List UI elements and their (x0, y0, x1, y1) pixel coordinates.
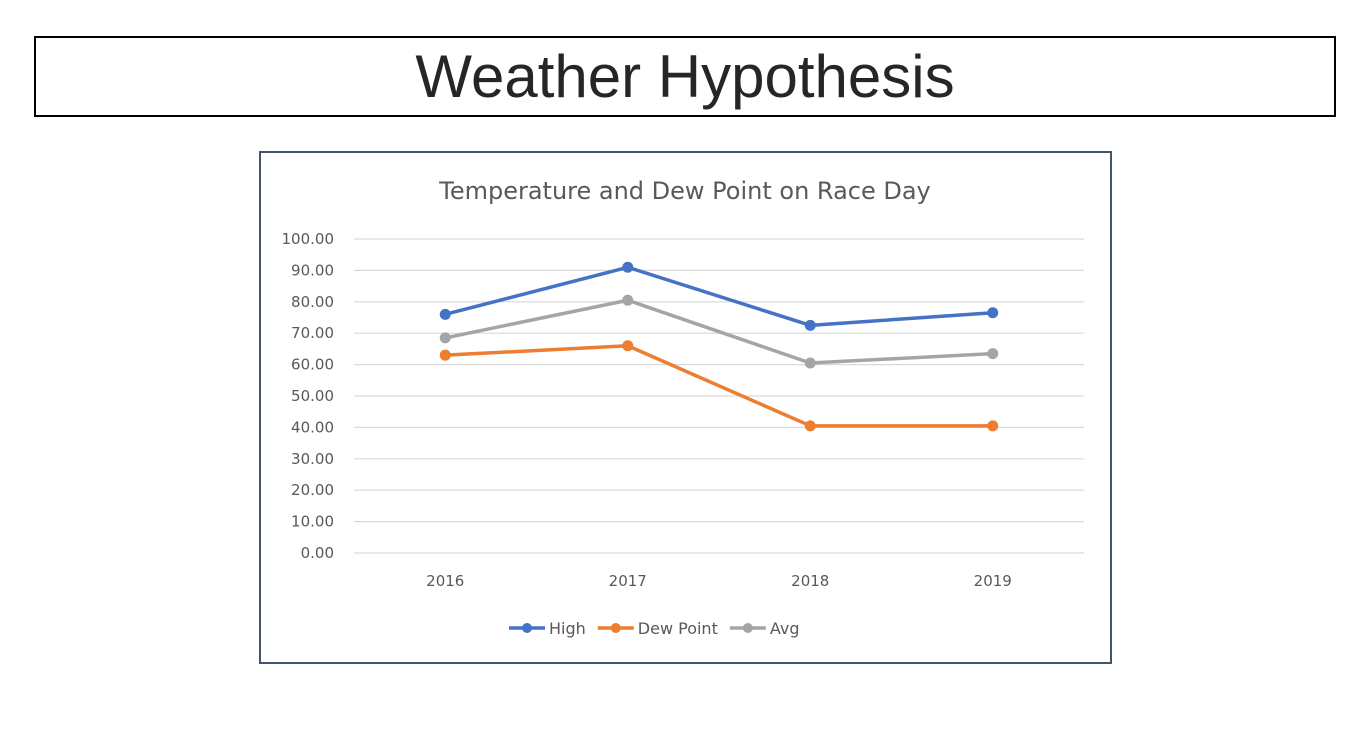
y-tick-label: 90.00 (291, 261, 334, 279)
y-tick-label: 0.00 (301, 544, 334, 562)
data-point (804, 319, 816, 331)
data-point (439, 349, 451, 361)
data-point (987, 420, 999, 432)
series-line-2 (443, 298, 995, 365)
series-line-1 (443, 344, 995, 428)
chart-title: Temperature and Dew Point on Race Day (438, 177, 931, 205)
gridlines (354, 238, 1084, 554)
y-tick-label: 50.00 (291, 387, 334, 405)
y-axis-ticks: 0.00 10.00 20.00 30.00 40.00 50.00 60.00 70.00 8… (282, 230, 335, 562)
y-tick-label: 10.00 (291, 513, 334, 531)
data-point (622, 261, 634, 273)
data-point (804, 420, 816, 432)
legend: High Dew Point Avg (509, 619, 799, 638)
data-point (622, 294, 634, 306)
x-tick-label: 2017 (609, 572, 647, 590)
series-line-0 (443, 265, 995, 328)
chart-canvas: Temperature and Dew Point on Race Day 0.… (282, 177, 1084, 638)
y-tick-label: 80.00 (291, 293, 334, 311)
slide-title: Weather Hypothesis (415, 42, 955, 110)
legend-label: Avg (770, 619, 800, 638)
y-tick-label: 100.00 (282, 230, 335, 248)
data-point (804, 357, 816, 369)
y-tick-label: 70.00 (291, 324, 334, 342)
data-point (439, 332, 451, 344)
x-tick-label: 2018 (791, 572, 829, 590)
y-tick-label: 40.00 (291, 418, 334, 436)
line-chart: Temperature and Dew Point on Race Day 0.… (259, 151, 1112, 664)
data-point (987, 348, 999, 360)
legend-label: Dew Point (638, 619, 718, 638)
legend-swatch-marker (742, 623, 753, 633)
y-tick-label: 60.00 (291, 356, 334, 374)
series-layer (439, 261, 999, 432)
x-axis-ticks: 2016 2017 2018 2019 (426, 572, 1012, 590)
legend-swatch-marker (610, 623, 621, 633)
legend-swatch-marker (522, 623, 532, 633)
data-point (439, 308, 451, 320)
y-tick-label: 20.00 (291, 481, 334, 499)
slide-title-box: Weather Hypothesis (34, 36, 1336, 117)
x-tick-label: 2016 (426, 572, 464, 590)
y-tick-label: 30.00 (291, 450, 334, 468)
data-point (987, 307, 999, 319)
data-point (622, 340, 634, 352)
legend-label: High (549, 619, 586, 638)
x-tick-label: 2019 (974, 572, 1012, 590)
